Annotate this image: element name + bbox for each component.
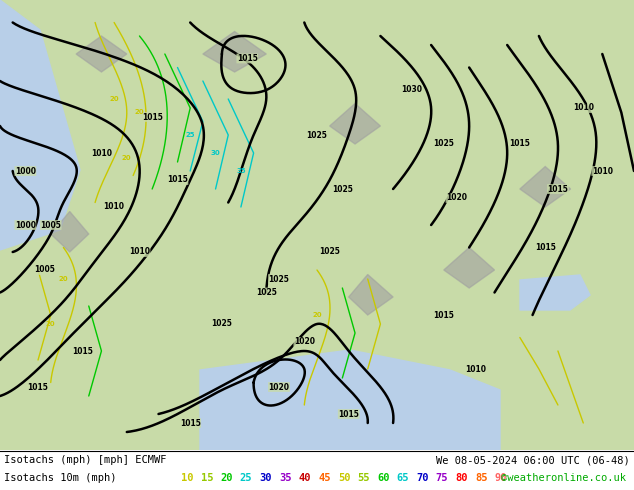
Text: 1025: 1025 [269, 274, 289, 284]
Text: 20: 20 [312, 312, 322, 318]
Text: 40: 40 [299, 473, 311, 483]
Text: 1015: 1015 [535, 243, 555, 252]
Text: 1015: 1015 [339, 410, 359, 418]
Text: 90: 90 [495, 473, 507, 483]
Polygon shape [349, 274, 393, 315]
Text: 80: 80 [455, 473, 468, 483]
Polygon shape [51, 212, 89, 252]
Polygon shape [444, 247, 495, 288]
Text: 1020: 1020 [446, 194, 467, 202]
Text: 1010: 1010 [129, 247, 150, 256]
Text: 30: 30 [210, 150, 221, 156]
Text: 1015: 1015 [28, 383, 48, 392]
Text: 25: 25 [186, 132, 195, 138]
Text: 55: 55 [358, 473, 370, 483]
Text: 20: 20 [58, 276, 68, 282]
Text: Isotachs (mph) [mph] ECMWF: Isotachs (mph) [mph] ECMWF [4, 455, 167, 465]
Text: 1010: 1010 [465, 365, 486, 373]
Polygon shape [520, 167, 571, 207]
Text: 1005: 1005 [34, 266, 55, 274]
Text: 1025: 1025 [256, 288, 276, 297]
Text: 1015: 1015 [434, 311, 454, 319]
Text: 1015: 1015 [510, 140, 530, 148]
Text: 35: 35 [279, 473, 292, 483]
Text: 20: 20 [109, 96, 119, 102]
Text: 1020: 1020 [268, 383, 290, 392]
Text: 1015: 1015 [72, 346, 93, 356]
Text: 1015: 1015 [142, 113, 162, 122]
Text: 35: 35 [236, 168, 246, 174]
Text: 45: 45 [318, 473, 331, 483]
Text: Isotachs 10m (mph): Isotachs 10m (mph) [4, 473, 117, 483]
Text: ©weatheronline.co.uk: ©weatheronline.co.uk [501, 473, 626, 483]
Text: 30: 30 [259, 473, 272, 483]
Text: 1025: 1025 [320, 247, 340, 256]
Text: 20: 20 [220, 473, 233, 483]
Text: 1010: 1010 [592, 167, 613, 175]
Text: 10: 10 [181, 473, 193, 483]
Text: 75: 75 [436, 473, 448, 483]
Polygon shape [520, 275, 590, 310]
Text: 1015: 1015 [237, 54, 257, 63]
Text: 1010: 1010 [103, 202, 125, 212]
Polygon shape [200, 350, 500, 450]
Text: 50: 50 [338, 473, 351, 483]
Polygon shape [0, 0, 80, 250]
Text: 1005: 1005 [41, 220, 61, 229]
Polygon shape [203, 31, 266, 72]
Text: 1015: 1015 [167, 175, 188, 185]
Text: 1015: 1015 [548, 185, 568, 194]
Polygon shape [76, 36, 127, 72]
Text: 1025: 1025 [212, 319, 232, 328]
Text: 1010: 1010 [573, 103, 594, 113]
Text: 65: 65 [397, 473, 409, 483]
Text: 1010: 1010 [91, 148, 112, 157]
Text: 15: 15 [200, 473, 213, 483]
Text: 20: 20 [46, 321, 56, 327]
Text: 20: 20 [122, 154, 132, 161]
Text: 1015: 1015 [180, 418, 200, 427]
Text: 70: 70 [416, 473, 429, 483]
Text: 1025: 1025 [332, 185, 353, 194]
Text: We 08-05-2024 06:00 UTC (06-48): We 08-05-2024 06:00 UTC (06-48) [436, 455, 630, 465]
Text: 25: 25 [240, 473, 252, 483]
Text: 1025: 1025 [307, 130, 327, 140]
Text: 85: 85 [475, 473, 488, 483]
Text: 1020: 1020 [294, 338, 315, 346]
Text: 20: 20 [134, 109, 145, 116]
Text: 1030: 1030 [401, 85, 423, 95]
Polygon shape [330, 103, 380, 144]
Text: 1025: 1025 [434, 140, 454, 148]
Text: 1000: 1000 [15, 220, 36, 229]
Text: 60: 60 [377, 473, 389, 483]
Text: 1000: 1000 [15, 167, 36, 175]
